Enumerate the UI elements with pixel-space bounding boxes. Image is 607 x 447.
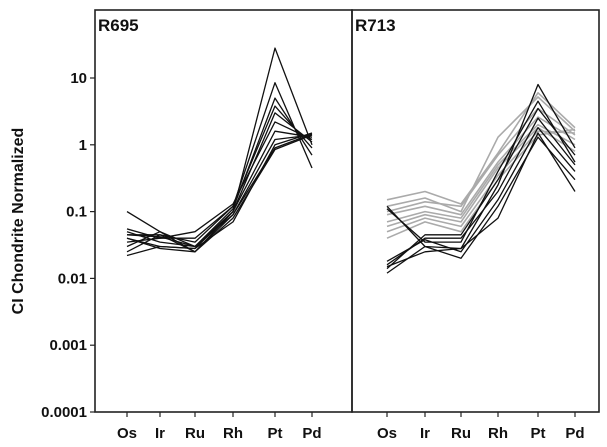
panel-frame-r713 xyxy=(351,9,600,413)
x-tick-label: Rh xyxy=(223,425,243,442)
series-line-7 xyxy=(386,92,576,205)
x-tick-label: Os xyxy=(117,425,137,442)
series-line-6 xyxy=(126,130,313,248)
lines-layer xyxy=(126,47,576,274)
series-line-5 xyxy=(386,136,576,274)
y-tick-label: 0.01 xyxy=(58,270,87,287)
x-tick-label: Pd xyxy=(565,425,584,442)
series-line-5 xyxy=(126,121,313,243)
series-line-6 xyxy=(386,132,576,268)
series-line-10 xyxy=(386,116,576,216)
series-line-2 xyxy=(126,97,313,248)
text-layer: R695 Os Ir Ru Rh Pt Pd 10 1 0.1 0.01 0.001 0.0001 CI … xyxy=(10,16,585,442)
series-line-0 xyxy=(126,47,313,253)
series-line-10 xyxy=(126,133,313,248)
series-line-9 xyxy=(386,107,576,213)
series-line-2 xyxy=(386,107,576,270)
panels-layer xyxy=(94,9,600,413)
x-tick-label: Ru xyxy=(451,425,471,442)
y-tick-label: 0.0001 xyxy=(41,404,87,421)
axes-layer xyxy=(90,77,576,417)
x-tick-label: Pd xyxy=(302,425,321,442)
panel-title: R695 xyxy=(98,16,139,35)
series-line-9 xyxy=(126,134,313,253)
y-tick-label: 1 xyxy=(79,137,87,154)
y-axis-label: CI Chondrite Normalized xyxy=(10,128,27,315)
panel-title: R713 xyxy=(355,16,396,35)
x-tick-label: Ir xyxy=(155,425,165,442)
series-line-1 xyxy=(126,82,313,239)
series-line-13 xyxy=(386,130,576,233)
series-line-7 xyxy=(126,134,313,253)
x-tick-label: Rh xyxy=(488,425,508,442)
series-line-11 xyxy=(386,123,576,223)
y-tick-label: 0.1 xyxy=(66,204,87,221)
x-tick-label: Ru xyxy=(185,425,205,442)
x-tick-label: Pt xyxy=(531,425,546,442)
y-tick-label: 10 xyxy=(70,70,87,87)
y-tick-label: 0.001 xyxy=(49,337,87,354)
series-line-4 xyxy=(386,127,576,262)
series-line-8 xyxy=(386,96,576,213)
x-tick-label: Ir xyxy=(420,425,430,442)
x-tick-label: Os xyxy=(377,425,397,442)
x-tick-label: Pt xyxy=(268,425,283,442)
